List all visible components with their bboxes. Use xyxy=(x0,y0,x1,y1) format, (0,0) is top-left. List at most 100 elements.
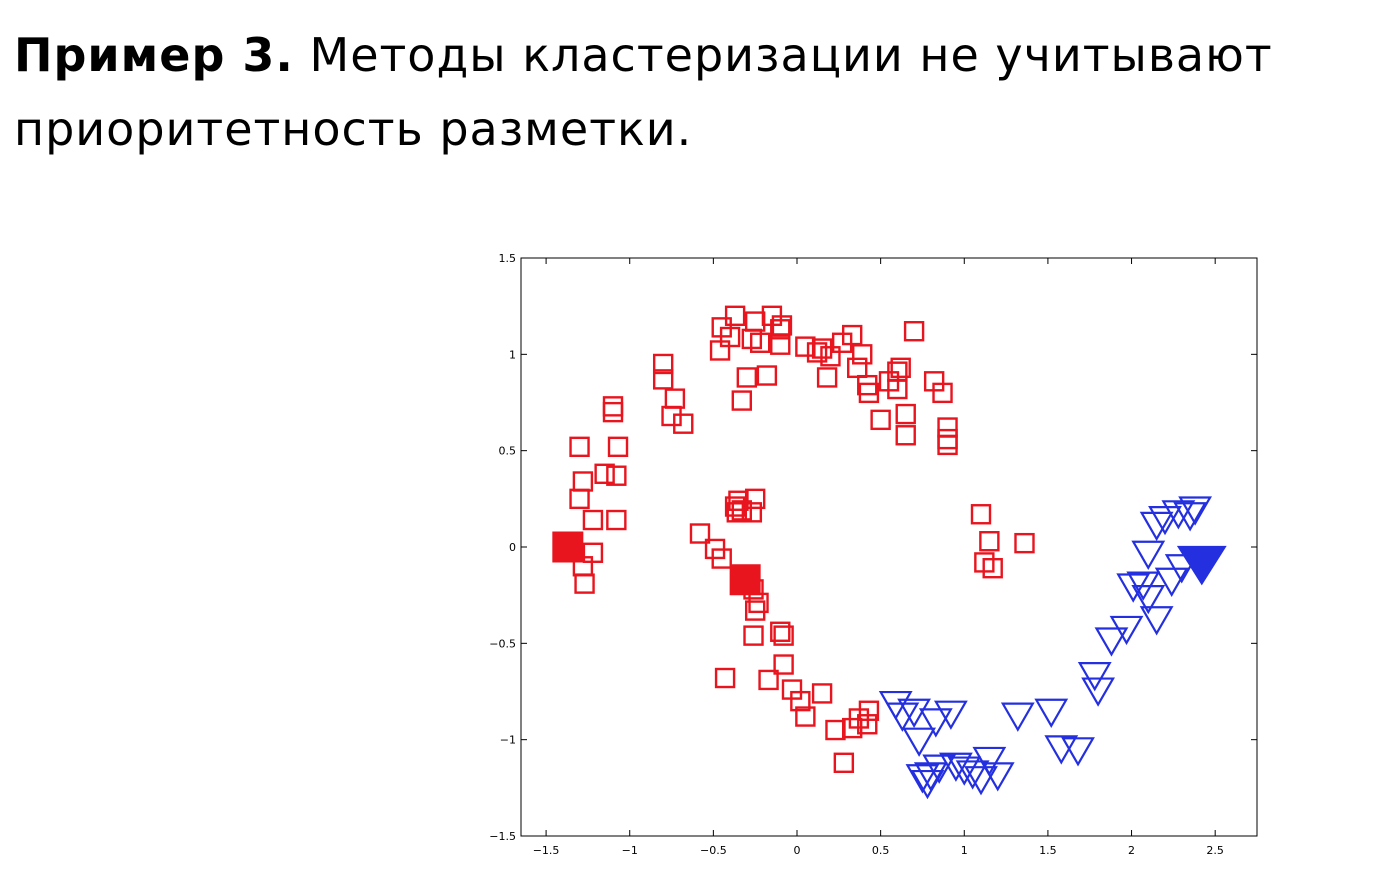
data-point-triangle xyxy=(905,764,940,794)
data-point-triangle xyxy=(1109,615,1144,646)
data-point-square xyxy=(741,502,763,523)
data-point-square xyxy=(602,396,624,417)
data-point-square xyxy=(982,557,1003,579)
data-point-square xyxy=(790,690,811,712)
data-point-square xyxy=(937,417,958,438)
data-point-square xyxy=(795,706,816,727)
data-point-square xyxy=(569,436,590,458)
data-point-square xyxy=(572,471,594,492)
data-point-square xyxy=(795,336,816,357)
data-point-square xyxy=(937,434,958,456)
y-tick-label: −0.5 xyxy=(489,637,516,650)
data-point-square xyxy=(1014,532,1035,554)
data-point-triangle xyxy=(1139,511,1174,542)
data-point-square xyxy=(724,496,746,517)
data-point-square xyxy=(857,714,878,735)
y-tick-label: 1.5 xyxy=(499,252,517,265)
data-point-triangle xyxy=(1081,677,1115,707)
data-point-triangle xyxy=(964,766,998,796)
data-point-square xyxy=(602,401,624,423)
data-point-square xyxy=(770,621,791,642)
data-point-square xyxy=(582,509,604,531)
data-point-square xyxy=(744,600,766,621)
data-point-square xyxy=(569,488,590,510)
data-point-triangle xyxy=(980,762,1015,792)
x-tick-label: 0 xyxy=(794,844,801,857)
data-point-square xyxy=(833,752,855,773)
data-point-triangle xyxy=(1164,554,1199,584)
data-point-triangle xyxy=(1131,584,1166,615)
slide-title: Пример 3. Методы кластеризации не учитыв… xyxy=(14,18,1384,166)
data-point-square xyxy=(852,344,873,365)
y-tick-label: −1 xyxy=(500,734,516,747)
data-point-square xyxy=(903,321,925,342)
data-point-square xyxy=(652,369,674,390)
data-point-triangle xyxy=(1000,702,1035,732)
data-point-square xyxy=(724,305,746,326)
data-point-triangle xyxy=(1161,500,1196,530)
data-point-square xyxy=(806,342,828,363)
data-point-square xyxy=(594,463,615,484)
data-point-triangle xyxy=(1154,567,1189,597)
data-point-square xyxy=(726,502,747,523)
data-point-triangle xyxy=(1077,662,1112,692)
data-point-triangle xyxy=(1044,735,1079,765)
data-point-square xyxy=(858,382,880,404)
data-point-square-filled xyxy=(729,564,761,596)
data-point-square xyxy=(979,531,1000,552)
slide-title-lead: Пример 3. xyxy=(14,28,294,82)
data-point-triangle xyxy=(1061,737,1095,767)
data-point-square xyxy=(857,374,878,396)
data-point-square xyxy=(773,654,794,675)
data-point-square xyxy=(816,367,838,388)
data-point-square xyxy=(719,326,741,348)
data-point-square xyxy=(820,346,841,367)
x-tick-label: 1.5 xyxy=(1039,844,1057,857)
data-point-square xyxy=(689,523,711,544)
y-tick-label: −1.5 xyxy=(489,830,516,843)
data-point-square xyxy=(744,311,766,332)
x-tick-label: 2.5 xyxy=(1206,844,1224,857)
data-point-triangle xyxy=(902,727,937,757)
data-point-triangle xyxy=(1173,502,1207,532)
data-point-triangle-filled xyxy=(1176,545,1227,586)
data-point-square xyxy=(811,683,833,704)
data-point-square xyxy=(895,425,916,446)
data-point-square xyxy=(607,436,629,458)
data-point-triangle xyxy=(1131,540,1166,570)
data-point-square xyxy=(661,405,682,427)
data-point-square xyxy=(842,324,863,346)
y-tick-label: 0 xyxy=(509,541,516,554)
x-tick-label: −0.5 xyxy=(700,844,727,857)
data-point-square xyxy=(970,504,992,525)
data-point-square xyxy=(744,488,766,510)
data-point-square xyxy=(743,625,764,646)
data-point-square xyxy=(652,353,674,375)
data-point-square xyxy=(937,428,958,450)
plot-frame xyxy=(520,257,1258,837)
slide-title-rest: Методы кластеризации не учитывают приори… xyxy=(14,28,1273,156)
data-point-square xyxy=(847,357,868,379)
data-point-triangle xyxy=(947,756,982,786)
data-point-square xyxy=(773,625,794,646)
x-tick-label: 2 xyxy=(1128,844,1135,857)
chart-axes: −1.5 −1 −0.5 0 0.5 1 1.5 2 2.5 1.5 1 0.5 0 −0.5 −1 −1.5 xyxy=(489,252,1258,857)
data-point-square xyxy=(664,388,686,409)
data-point-square xyxy=(870,409,891,431)
data-point-triangle xyxy=(1139,606,1174,636)
data-point-square xyxy=(606,509,627,531)
y-tick-label: 0.5 xyxy=(499,445,517,458)
data-point-square xyxy=(714,667,736,689)
data-point-square xyxy=(770,319,791,340)
data-point-square xyxy=(771,315,793,336)
chart-marks xyxy=(552,305,1227,800)
data-point-square xyxy=(582,542,604,563)
data-point-triangle xyxy=(1116,573,1151,603)
data-point-square xyxy=(606,465,627,486)
data-point-triangle xyxy=(922,754,957,784)
data-point-square-filled xyxy=(552,531,584,563)
data-point-square xyxy=(736,367,758,388)
data-point-triangle xyxy=(1178,496,1213,526)
data-point-triangle xyxy=(1148,506,1182,536)
